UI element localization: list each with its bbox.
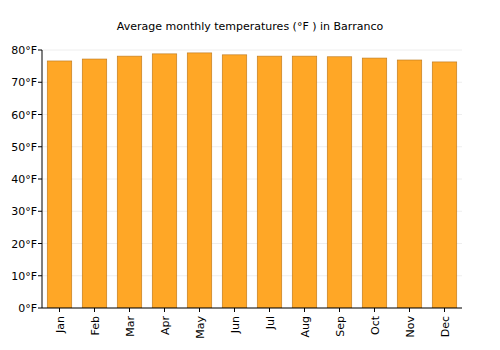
bars — [47, 53, 457, 308]
bar — [327, 57, 352, 308]
x-axis — [42, 308, 462, 309]
x-tick — [199, 308, 200, 312]
bar — [222, 55, 247, 308]
grid-line — [42, 308, 462, 309]
bar — [82, 59, 107, 308]
bar — [117, 56, 142, 308]
x-tick-label: Sep — [334, 316, 347, 337]
y-tick-label: 30°F — [11, 205, 37, 218]
grid-line — [42, 50, 462, 51]
x-tick-label: Feb — [89, 316, 102, 335]
x-tick — [374, 308, 375, 312]
y-tick-label: 40°F — [11, 173, 37, 186]
y-tick — [38, 179, 42, 180]
y-tick-label: 60°F — [11, 109, 37, 122]
y-tick-label: 50°F — [11, 141, 37, 154]
x-tick-label: Mar — [124, 316, 137, 337]
x-tick-label: May — [194, 316, 207, 339]
y-tick — [38, 146, 42, 147]
x-tick — [339, 308, 340, 312]
bar — [362, 58, 387, 308]
title: Average monthly temperatures (°F ) in Ba… — [117, 20, 384, 33]
x-tick-label: Apr — [159, 316, 172, 336]
bar — [257, 56, 282, 308]
bar — [152, 54, 177, 308]
y-tick-label: 70°F — [11, 76, 37, 89]
x-tick-label: Jan — [54, 316, 67, 334]
y-tick-label: 80°F — [11, 44, 37, 57]
y-tick — [38, 82, 42, 83]
x-tick-label: Aug — [299, 316, 312, 337]
y-tick — [38, 211, 42, 212]
x-tick — [304, 308, 305, 312]
y-tick — [38, 114, 42, 115]
x-tick-label: Nov — [404, 316, 417, 338]
y-tick — [38, 308, 42, 309]
x-tick — [164, 308, 165, 312]
bar — [292, 56, 317, 308]
y-tick — [38, 243, 42, 244]
bar — [47, 61, 72, 308]
y-axis — [42, 50, 43, 308]
y-tick-label: 20°F — [11, 238, 37, 251]
bar — [432, 62, 457, 308]
x-tick — [269, 308, 270, 312]
y-tick-label: 0°F — [18, 302, 37, 315]
x-tick — [234, 308, 235, 312]
x-tick — [94, 308, 95, 312]
chart-container: Average monthly temperatures (°F ) in Ba… — [0, 0, 500, 350]
x-tick — [129, 308, 130, 312]
x-tick-label: Jun — [229, 316, 242, 334]
y-tick — [38, 50, 42, 51]
x-tick-label: Jul — [264, 316, 277, 330]
y-tick-label: 10°F — [11, 270, 37, 283]
x-tick — [59, 308, 60, 312]
x-tick-label: Dec — [439, 316, 452, 337]
chart-svg: Average monthly temperatures (°F ) in Ba… — [0, 0, 500, 350]
y-tick — [38, 275, 42, 276]
bar — [187, 53, 212, 308]
x-tick — [444, 308, 445, 312]
x-tick-label: Oct — [369, 315, 382, 335]
x-tick — [409, 308, 410, 312]
bar — [397, 60, 422, 308]
